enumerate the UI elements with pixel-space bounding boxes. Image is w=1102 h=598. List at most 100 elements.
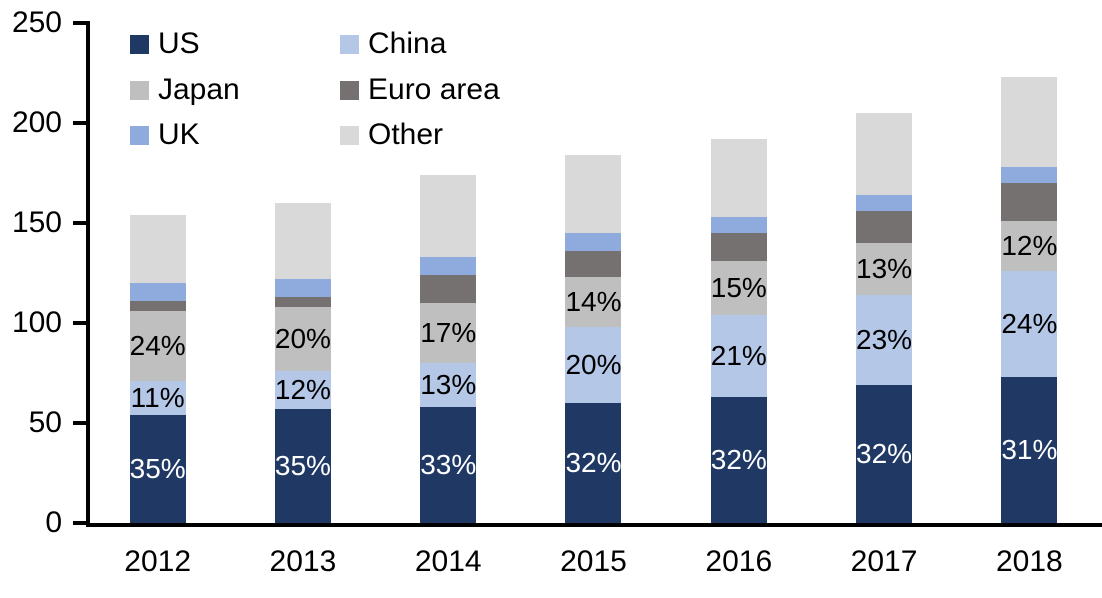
year-label: 2016 [705,545,773,578]
segment-china: 20% [565,327,622,403]
segment-us: 32% [565,403,622,523]
percent-label: 12% [274,374,331,405]
segment-other [856,113,913,195]
percent-label: 17% [420,317,477,348]
y-tick-mark [73,521,86,525]
legend-swatch-icon [340,125,359,145]
segment-japan: 12% [1001,221,1057,271]
bar-2013: 35% 12% 20% [275,203,331,523]
year-label: 2015 [560,545,627,578]
legend-swatch-icon [130,34,149,54]
legend-label: Other [368,118,444,151]
segment-other [274,203,331,279]
percent-label: 32% [710,444,767,475]
y-tick-mark [73,421,86,425]
percent-label: 14% [565,286,622,317]
legend-label: UK [158,118,200,151]
segment-china: 11% [129,381,186,415]
legend-item-uk: UK [130,117,200,153]
bar-2014: 33% 13% 17% [420,175,476,523]
y-tick-label: 0 [45,506,62,539]
bar-2017: 32% 23% 13% [856,113,912,523]
segment-us: 35% [130,415,186,523]
percent-label: 12% [1001,230,1058,261]
segment-us: 33% [420,407,476,523]
segment-uk [856,195,913,211]
segment-china: 21% [711,315,767,397]
segment-us: 31% [1001,377,1057,523]
segment-other [420,175,477,257]
segment-uk [420,257,477,275]
y-tick-label: 150 [11,206,62,239]
legend-item-china: China [340,26,446,62]
year-label: 2012 [124,545,192,578]
bar-2012: 35% 11% 24% [130,215,186,523]
segment-japan: 17% [420,303,476,363]
percent-label: 11% [130,382,185,413]
y-tick-label: 200 [11,106,62,139]
legend-item-euro-area: Euro area [340,72,500,108]
segment-uk [129,283,186,301]
y-tick-mark [73,321,86,325]
legend-label: China [368,27,447,60]
y-tick-mark [73,121,86,125]
legend-item-us: US [130,26,200,62]
percent-label: 24% [1001,308,1058,339]
year-label: 2018 [995,545,1063,578]
segment-euro-area [274,297,331,307]
bar-2018: 31% 24% 12% [1001,77,1057,523]
segment-uk [274,279,331,297]
segment-japan: 14% [565,277,622,327]
percent-label: 32% [856,438,913,469]
y-axis-line [86,21,90,526]
legend-swatch-icon [130,80,149,100]
year-label: 2014 [414,545,482,578]
x-axis-labels: 2012 2013 2014 2015 2016 2017 2018 [85,542,1102,582]
percent-label: 32% [565,447,622,478]
percent-label: 21% [710,340,767,371]
segment-uk [1001,167,1058,183]
segment-other [565,155,622,233]
segment-euro-area [420,275,477,303]
segment-other [129,215,186,283]
percent-label: 13% [856,253,913,284]
y-tick-label: 250 [11,6,62,39]
bar-2015: 32% 20% 14% [565,155,622,523]
y-tick-label: 50 [28,406,62,439]
legend-label: Euro area [368,73,500,106]
percent-label: 20% [565,349,622,380]
legend-swatch-icon [340,80,359,100]
segment-other [1001,77,1058,167]
segment-japan: 20% [275,307,331,371]
percent-label: 24% [129,330,186,361]
year-label: 2017 [850,545,918,578]
segment-china: 23% [856,295,912,385]
bar-2016: 32% 21% 15% [711,139,767,523]
y-tick-mark [73,221,86,225]
legend-item-japan: Japan [130,72,240,108]
percent-label: 15% [710,272,767,303]
percent-label: 31% [1001,434,1058,465]
segment-euro-area [129,301,186,311]
x-axis-line [86,523,1102,527]
legend-swatch-icon [340,34,359,54]
segment-euro-area [856,211,913,243]
year-label: 2013 [269,545,337,578]
segment-uk [710,217,767,233]
y-tick-label: 100 [11,306,62,339]
percent-label: 35% [274,450,331,481]
percent-label: 20% [274,323,331,354]
percent-label: 23% [856,324,913,355]
legend-swatch-icon [130,125,149,145]
segment-other [710,139,767,217]
segment-uk [565,233,622,251]
segment-euro-area [710,233,767,261]
y-tick-mark [73,21,86,25]
segment-japan: 15% [711,261,767,315]
segment-euro-area [1001,183,1058,221]
segment-us: 35% [275,409,331,523]
plot-area: 35% 11% 24% 35% 12% 20% 33% 13% 17% 32% 20% 14% 32% 2… [85,0,1102,523]
segment-us: 32% [711,397,767,523]
legend-item-other: Other [340,117,443,153]
